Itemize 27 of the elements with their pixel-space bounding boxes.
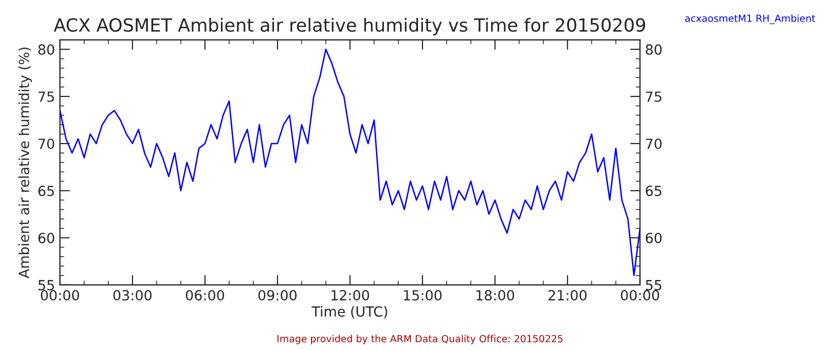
y-tick-label: 55 — [38, 280, 54, 290]
y-tick-label: 65 — [38, 186, 54, 196]
y2-tick-label: 80 — [646, 44, 662, 55]
y2-tick-label: 75 — [646, 92, 662, 102]
x-tick-label: 09:00 — [258, 290, 297, 301]
y2-tick-label: 60 — [646, 232, 662, 244]
y-tick-label: 75 — [38, 92, 54, 102]
x-tick-label: 06:00 — [186, 290, 224, 301]
y2-tick-label: 55 — [646, 280, 662, 290]
y2-tick-label: 70 — [646, 138, 662, 150]
x-tick-label: 12:00 — [332, 290, 370, 301]
line-series — [60, 48, 640, 276]
y-axis-title: Ambient air relative humidity (%) — [18, 48, 32, 278]
x-axis-title: Time (UTC) — [312, 306, 388, 318]
text: Image provided by the ARM Data Quality Office: 20150225 — [278, 334, 563, 344]
y-tick-label: 70 — [38, 138, 54, 150]
chart-title: ACX AOSMET Ambient air relative humidity vs Time for 20150209 — [54, 18, 646, 36]
x-tick-label: 00:00 — [40, 290, 80, 301]
text: acxaosmetM1 RH_Ambient — [685, 14, 816, 24]
y-tick-label: 80 — [38, 44, 54, 55]
x-tick-label: 15:00 — [404, 290, 442, 301]
x-tick-label: 18:00 — [476, 290, 514, 301]
y-tick-label: 60 — [38, 232, 54, 244]
y2-tick-label: 65 — [646, 186, 662, 196]
x-tick-label: 00:00 — [620, 290, 660, 301]
x-tick-label: 21:00 — [548, 290, 587, 301]
x-tick-label: 03:00 — [113, 290, 152, 301]
